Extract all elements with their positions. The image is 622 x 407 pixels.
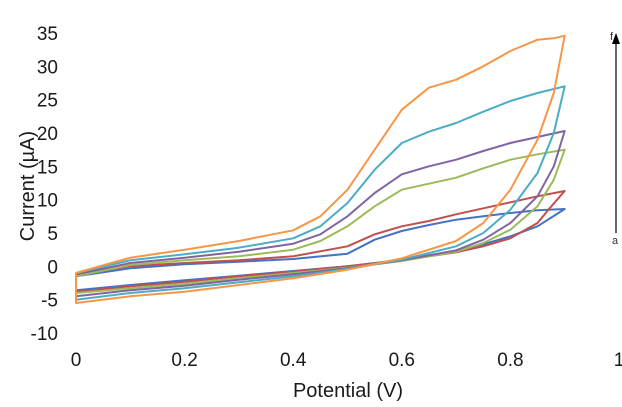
x-tick-label: 0.2 [171, 350, 197, 371]
x-tick-label: 0.4 [280, 350, 307, 371]
y-tick-label: -10 [31, 324, 58, 345]
cv-series-line-5 [75, 85, 566, 301]
y-tick-label: 5 [47, 224, 58, 245]
y-axis-title: Current (µA) [17, 131, 39, 241]
x-tick-label: 1 [614, 350, 622, 371]
trend-arrow-head [612, 33, 620, 44]
y-tick-label: 15 [37, 157, 58, 178]
cv-series-line-6 [75, 34, 566, 304]
y-tick-label: 30 [37, 57, 58, 78]
trend-annotation: f a [610, 31, 620, 247]
trend-label-top: f [610, 31, 614, 43]
x-axis-title: Potential (V) [293, 380, 403, 402]
y-tick-label: 0 [47, 257, 58, 278]
cv-series-line-2 [75, 190, 566, 293]
y-tick-label: 25 [37, 91, 58, 112]
y-tick-label: 35 [37, 24, 58, 45]
y-tick-label: -5 [41, 291, 58, 312]
x-tick-label: 0 [71, 350, 82, 371]
y-tick-label: 10 [37, 191, 58, 212]
cv-series-line-4 [75, 130, 566, 298]
x-axis-ticks: 0 0.2 0.4 0.6 0.8 1 [71, 350, 622, 371]
y-axis-ticks: -10 -5 0 5 10 15 20 25 30 35 [31, 24, 58, 345]
y-tick-label: 20 [37, 124, 58, 145]
x-tick-label: 0.8 [497, 350, 523, 371]
x-tick-label: 0.6 [389, 350, 415, 371]
cv-series-line-3 [75, 148, 566, 294]
cv-curves [75, 34, 566, 304]
cv-series-line-1 [75, 208, 566, 292]
trend-label-bottom: a [612, 235, 619, 247]
